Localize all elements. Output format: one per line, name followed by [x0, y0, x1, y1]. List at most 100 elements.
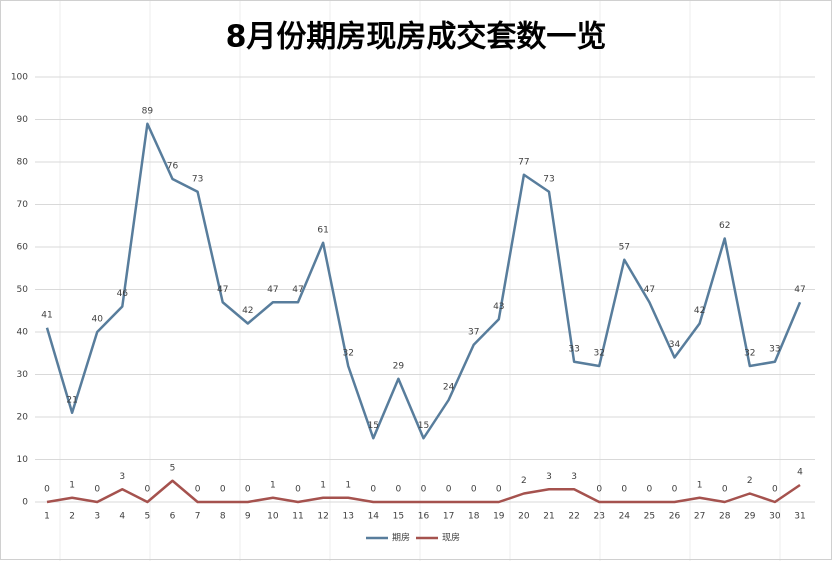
series-line: [46, 479, 801, 504]
series-line: [45, 122, 802, 440]
x-tick-label: 4: [119, 512, 125, 522]
data-label: 76: [167, 162, 179, 172]
x-tick-label: 18: [468, 512, 480, 522]
data-label: 0: [421, 485, 427, 495]
data-label: 0: [295, 485, 301, 495]
y-tick-label: 0: [22, 498, 28, 508]
data-label: 73: [543, 174, 554, 184]
x-tick-label: 22: [568, 512, 579, 522]
x-tick-label: 10: [267, 512, 279, 522]
data-label: 57: [619, 242, 630, 252]
y-tick-label: 60: [17, 243, 29, 253]
x-tick-label: 14: [368, 512, 380, 522]
data-label: 62: [719, 221, 730, 231]
x-tick-label: 13: [342, 512, 353, 522]
data-label: 47: [794, 285, 805, 295]
data-label: 32: [593, 349, 604, 359]
x-tick-label: 16: [418, 512, 430, 522]
data-label: 2: [747, 476, 753, 486]
data-label: 1: [69, 480, 75, 490]
data-label: 0: [370, 485, 376, 495]
data-label: 15: [418, 421, 429, 431]
y-tick-label: 100: [11, 73, 28, 83]
data-label: 47: [217, 285, 228, 295]
data-label: 33: [568, 344, 579, 354]
x-tick-label: 28: [719, 512, 731, 522]
data-label: 0: [220, 485, 226, 495]
x-tick-label: 25: [644, 512, 655, 522]
y-tick-label: 40: [17, 328, 29, 338]
data-label: 0: [245, 485, 251, 495]
data-label: 89: [142, 106, 154, 116]
y-tick-label: 70: [17, 200, 29, 210]
chart-title: 8月份期房现房成交套数一览: [226, 20, 607, 55]
legend-label: 期房: [392, 532, 410, 544]
data-label: 0: [772, 485, 778, 495]
data-label: 42: [242, 306, 253, 316]
x-tick-label: 6: [170, 512, 176, 522]
data-label: 32: [744, 349, 755, 359]
data-label: 73: [192, 174, 203, 184]
x-tick-label: 5: [145, 512, 151, 522]
data-label: 47: [292, 285, 303, 295]
y-tick-label: 30: [17, 370, 29, 380]
data-label: 42: [694, 306, 705, 316]
data-label: 5: [170, 463, 176, 473]
x-tick-label: 27: [694, 512, 705, 522]
y-tick-label: 90: [17, 115, 29, 125]
x-tick-label: 12: [317, 512, 328, 522]
data-label: 0: [647, 485, 653, 495]
data-label: 43: [493, 302, 504, 312]
data-label: 47: [644, 285, 655, 295]
data-label: 3: [546, 472, 552, 482]
data-label: 32: [342, 349, 353, 359]
data-label: 33: [769, 344, 780, 354]
data-label: 1: [320, 480, 326, 490]
data-label: 1: [697, 480, 703, 490]
x-tick-label: 19: [493, 512, 505, 522]
data-label: 0: [145, 485, 151, 495]
data-label: 2: [521, 476, 527, 486]
data-label: 1: [270, 480, 276, 490]
x-tick-label: 8: [220, 512, 226, 522]
data-label: 3: [571, 472, 577, 482]
y-tick-label: 80: [17, 158, 29, 168]
data-label: 0: [471, 485, 477, 495]
legend-label: 现房: [442, 532, 460, 544]
y-tick-label: 10: [17, 455, 29, 465]
x-tick-label: 23: [593, 512, 604, 522]
data-label: 1: [345, 480, 351, 490]
data-label: 0: [722, 485, 728, 495]
x-tick-label: 9: [245, 512, 251, 522]
x-tick-label: 29: [744, 512, 756, 522]
x-tick-label: 21: [543, 512, 554, 522]
x-tick-label: 30: [769, 512, 781, 522]
data-label: 0: [596, 485, 602, 495]
data-label: 3: [119, 472, 125, 482]
data-label: 47: [267, 285, 278, 295]
x-tick-label: 20: [518, 512, 530, 522]
x-tick-label: 11: [292, 512, 303, 522]
x-tick-label: 24: [619, 512, 631, 522]
x-tick-label: 26: [669, 512, 681, 522]
data-label: 41: [41, 310, 52, 320]
data-label: 0: [195, 485, 201, 495]
data-label: 0: [621, 485, 627, 495]
x-tick-label: 31: [794, 512, 805, 522]
data-label: 0: [94, 485, 100, 495]
x-tick-label: 2: [69, 512, 75, 522]
data-label: 0: [496, 485, 502, 495]
data-label: 24: [443, 383, 455, 393]
y-tick-label: 50: [17, 285, 29, 295]
x-tick-label: 17: [443, 512, 454, 522]
data-label: 37: [468, 327, 479, 337]
x-tick-label: 15: [393, 512, 404, 522]
data-label: 34: [669, 340, 681, 350]
data-label: 77: [518, 157, 529, 167]
y-tick-label: 20: [17, 413, 29, 423]
data-label: 0: [672, 485, 678, 495]
data-label: 0: [446, 485, 452, 495]
data-label: 4: [797, 468, 803, 478]
